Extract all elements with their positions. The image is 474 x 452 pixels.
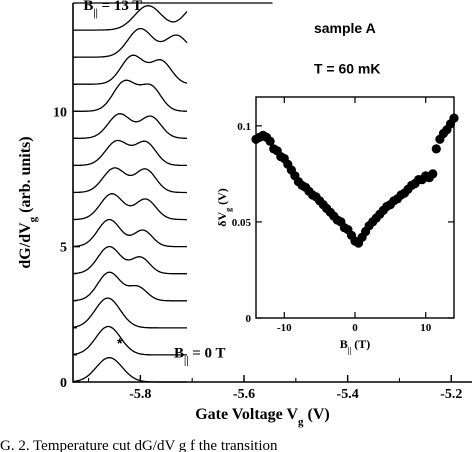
- main-plot: -5.8 -5.6 -5.4 -5.2 0 5 10 B|| = 13 T B|| = 0 T…: [17, 0, 472, 428]
- inset-points: [251, 113, 459, 248]
- main-traces: [72, 2, 273, 383]
- main-y-tick-label: 0: [60, 376, 67, 391]
- annotation: B|| = 13 T: [83, 0, 142, 18]
- trace-line: [73, 79, 187, 112]
- annotation: B|| = 0 T: [174, 346, 225, 367]
- main-y-tick-label: 10: [53, 105, 67, 120]
- main-annotations: B|| = 13 T B|| = 0 T sample A T = 60 mK *: [83, 0, 380, 366]
- trace-line: [72, 325, 187, 356]
- inset-data-point: [265, 136, 275, 146]
- main-x-tick-label: -5.6: [233, 387, 255, 402]
- trace-line: [73, 167, 187, 194]
- trace-line: [73, 5, 188, 31]
- annotation: sample A: [314, 20, 376, 36]
- trace-line: [73, 139, 187, 167]
- main-y-tick-label: 5: [60, 241, 67, 256]
- figure-caption: G. 2. Temperature cut dG/dV g f the tran…: [0, 438, 278, 452]
- trace-line: [72, 218, 187, 248]
- main-x-axis-label: Gate Voltage Vg (V): [195, 406, 330, 428]
- inset-x-tick-label: -10: [277, 322, 292, 334]
- inset-data-point: [449, 113, 459, 123]
- inset-y-tick-label: 0.1: [237, 121, 251, 133]
- main-ticks: -5.8 -5.6 -5.4 -5.2 0 5 10: [53, 2, 462, 402]
- inset-data-point: [428, 169, 438, 179]
- trace-line: [73, 245, 187, 275]
- inset-x-tick-label: 10: [420, 322, 432, 334]
- inset-y-tick-label: 0.05: [232, 217, 252, 229]
- main-x-tick-label: -5.8: [129, 387, 151, 402]
- trace-line: [73, 271, 187, 302]
- trace-line: [73, 193, 187, 221]
- inset-background: [256, 97, 454, 318]
- main-x-tick-label: -5.4: [337, 387, 359, 402]
- trace-line: [73, 54, 188, 85]
- main-y-axis-label: dG/dVg (arb. units): [17, 136, 39, 268]
- trace-line: [72, 297, 187, 329]
- inset-plot: -10 0 10 0 0.05 0.1 B|| (T) δVg (V): [215, 96, 459, 355]
- inset-x-axis-label: B|| (T): [340, 337, 371, 355]
- inset-x-tick-label: 0: [352, 322, 358, 334]
- inset-y-tick-label: 0: [246, 313, 252, 325]
- inset-y-axis-label: δVg (V): [215, 188, 233, 227]
- inset-ticks: -10 0 10 0 0.05 0.1: [232, 97, 454, 334]
- trace-line: [72, 356, 187, 383]
- annotation: T = 60 mK: [314, 60, 381, 76]
- main-x-tick-label: -5.2: [440, 387, 462, 402]
- trace-line: [72, 113, 187, 140]
- trace-line: [73, 27, 188, 58]
- inset-data-point: [431, 144, 441, 154]
- annotation: *: [117, 335, 123, 351]
